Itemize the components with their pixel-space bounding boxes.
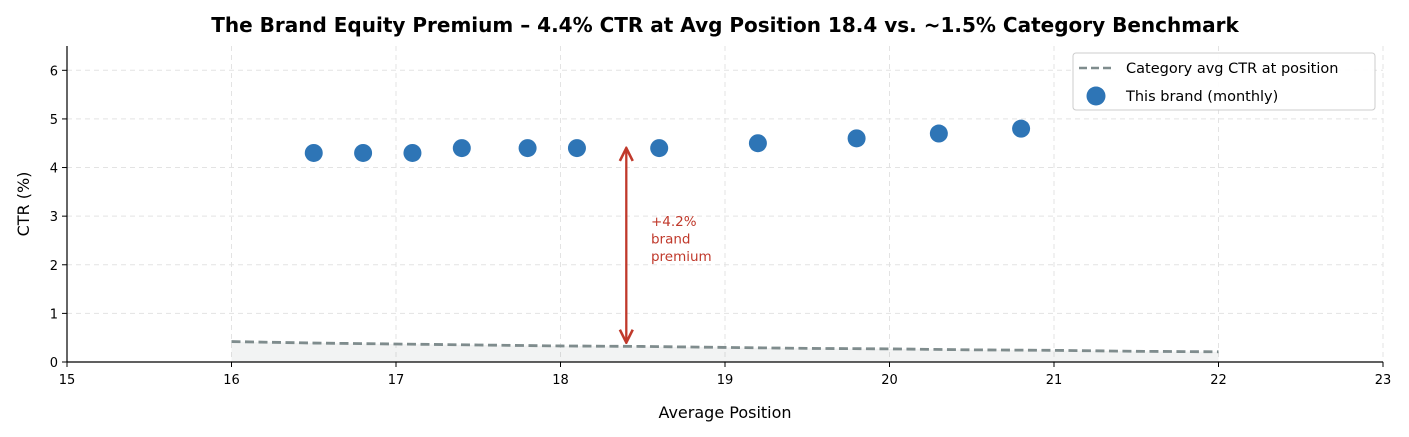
y-tick-label: 4	[50, 162, 58, 177]
grid	[66, 46, 1384, 362]
annotation: +4.2%brand premium	[626, 148, 712, 342]
legend-label-brand: This brand (monthly)	[1125, 89, 1278, 105]
y-tick-label: 5	[50, 113, 58, 128]
y-tick-label: 3	[50, 210, 58, 225]
x-tick-label: 22	[1210, 373, 1227, 388]
brand-point	[304, 143, 323, 162]
x-tick-label: 23	[1375, 373, 1392, 388]
category-area-fill	[231, 341, 1219, 362]
brand-point	[748, 134, 767, 153]
x-axis-label: Average Position	[658, 403, 791, 422]
annotation-text: premium	[651, 249, 712, 265]
y-ticks: 0 1 2 3 4 5 6	[50, 64, 67, 371]
category-line-layer	[231, 340, 1219, 354]
brand-points	[304, 119, 1031, 162]
y-axis-label: CTR (%)	[14, 172, 33, 237]
brand-point	[452, 139, 471, 158]
brand-point	[1012, 119, 1031, 138]
legend: Category avg CTR at position This brand …	[1072, 52, 1376, 111]
brand-point	[518, 139, 537, 158]
y-tick-label: 0	[50, 356, 58, 371]
x-tick-label: 17	[388, 373, 405, 388]
legend-marker-brand	[1086, 86, 1106, 106]
brand-point	[929, 124, 948, 143]
category-area	[231, 341, 1219, 362]
x-tick-label: 20	[881, 373, 898, 388]
brand-point	[650, 139, 669, 158]
y-tick-label: 2	[50, 259, 58, 274]
x-ticks: 15 16 17 18 19 20 21 22 23	[59, 362, 1392, 388]
category-avg-line	[231, 340, 1219, 354]
brand-point	[847, 129, 866, 148]
annotation-text: +4.2%	[651, 214, 697, 230]
x-tick-label: 15	[59, 373, 76, 388]
chart-title: The Brand Equity Premium – 4.4% CTR at A…	[211, 13, 1239, 37]
x-tick-label: 19	[717, 373, 734, 388]
legend-box	[1072, 52, 1376, 111]
legend-label-category: Category avg CTR at position	[1126, 61, 1338, 77]
x-tick-label: 16	[223, 373, 240, 388]
x-tick-label: 21	[1046, 373, 1063, 388]
brand-point	[567, 139, 586, 158]
x-tick-label: 18	[552, 373, 569, 388]
y-tick-label: 6	[50, 64, 58, 79]
brand-point	[354, 143, 373, 162]
annotation-text: brand	[651, 231, 691, 247]
y-tick-label: 1	[50, 307, 58, 322]
brand-point	[403, 143, 422, 162]
